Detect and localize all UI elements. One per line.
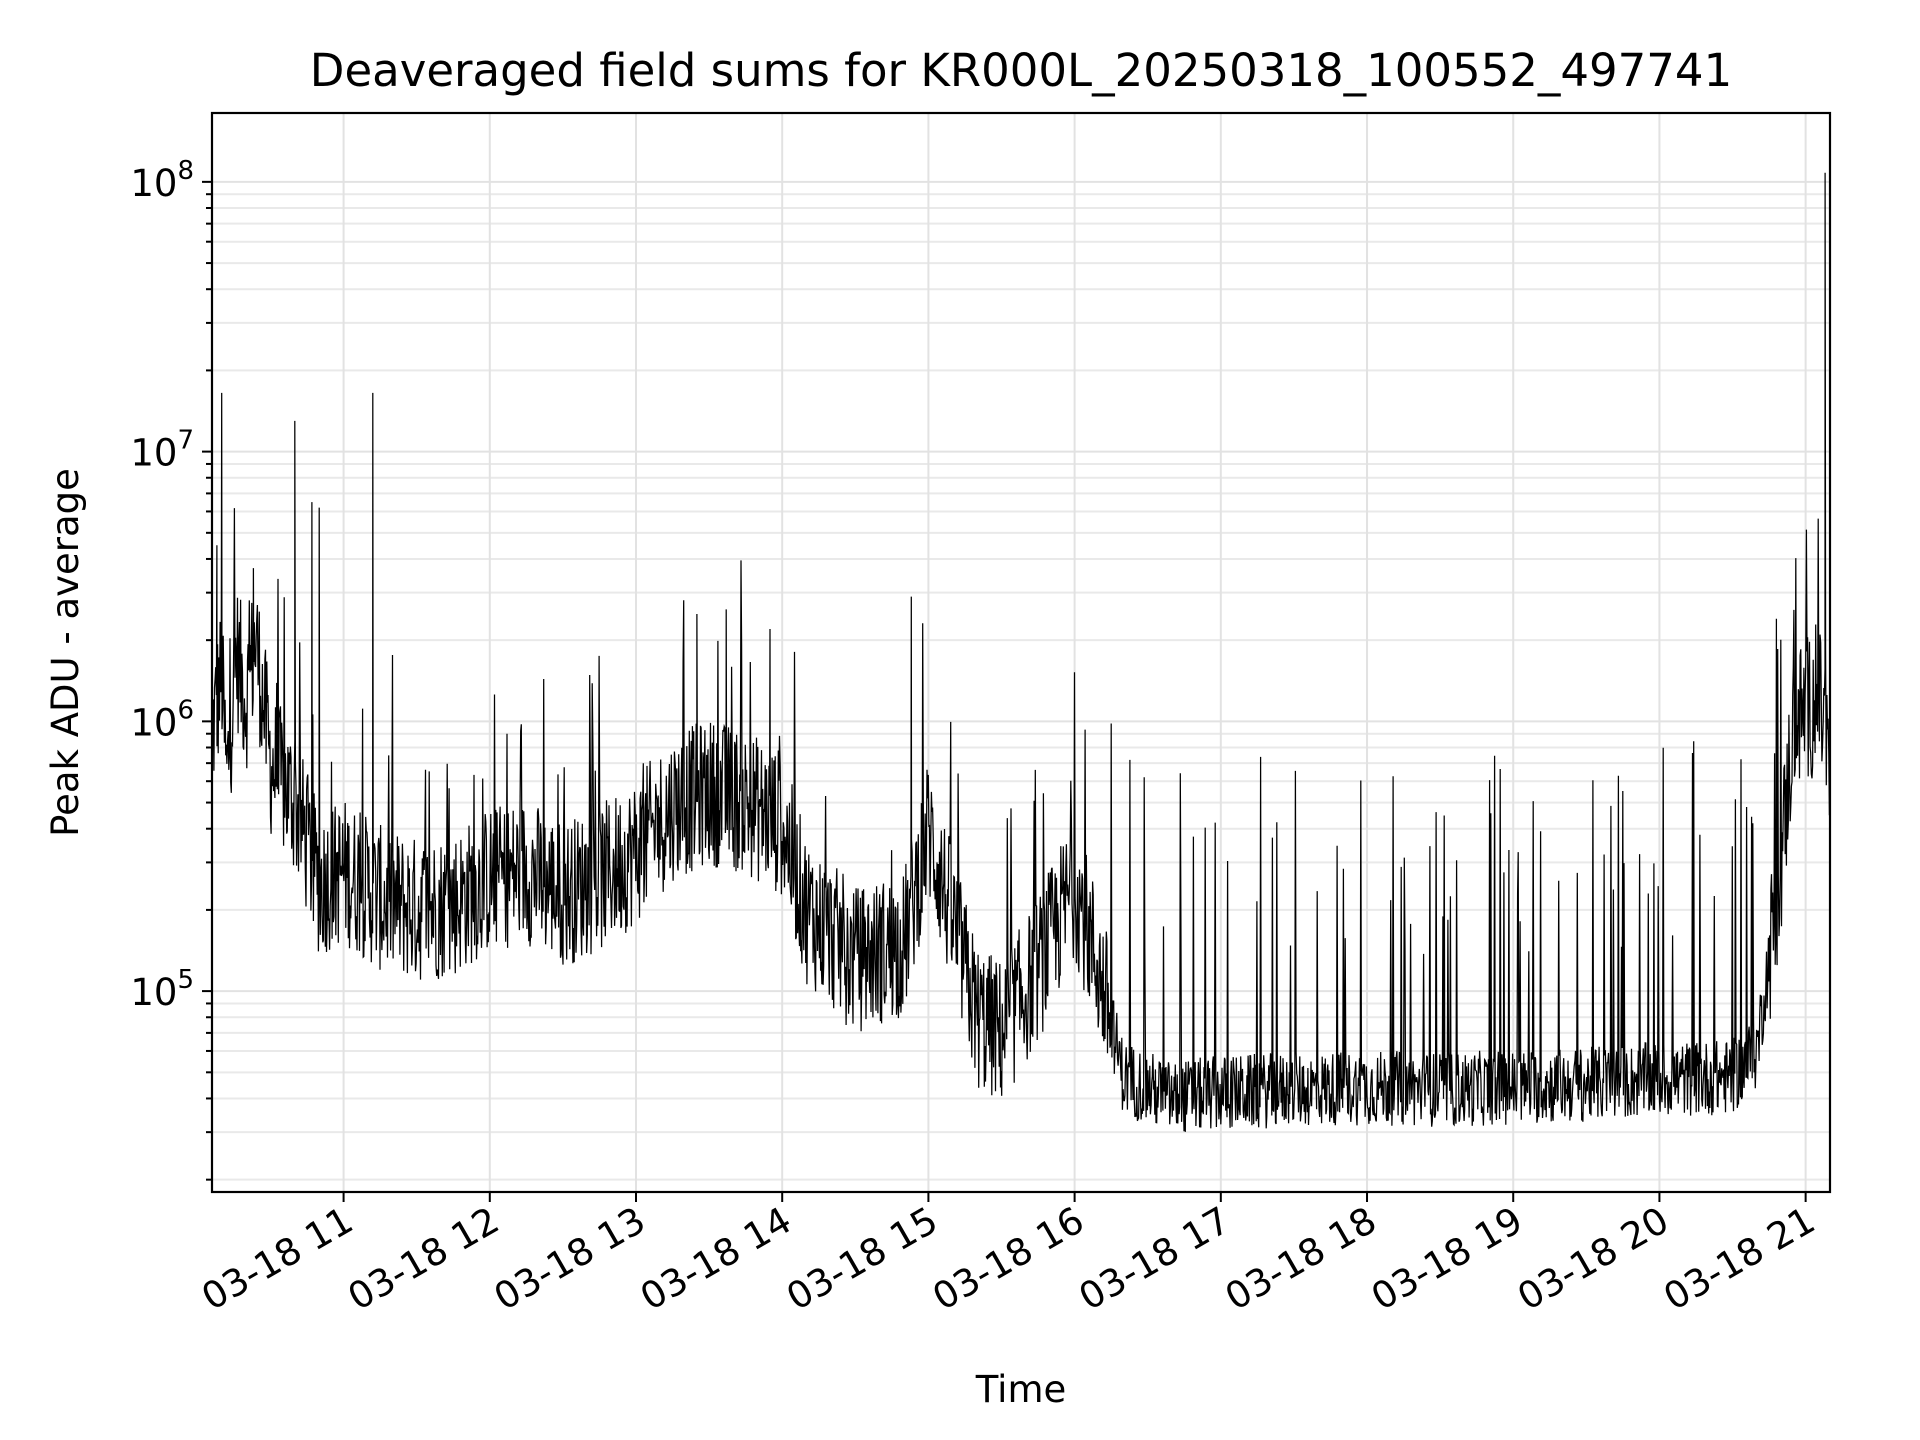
series-line <box>211 172 1831 1132</box>
grid <box>212 113 1830 1192</box>
x-tick-label: 03-18 21 <box>1657 1199 1823 1319</box>
x-axis-label: Time <box>975 1368 1067 1411</box>
x-tick-label: 03-18 20 <box>1510 1199 1676 1319</box>
series-layer <box>211 172 1831 1132</box>
x-tick-label: 03-18 12 <box>341 1199 507 1319</box>
y-axis-label: Peak ADU - average <box>44 468 87 837</box>
y-tick-label: 105 <box>130 965 194 1014</box>
y-tick-label: 108 <box>130 156 194 205</box>
x-tick-label: 03-18 17 <box>1072 1199 1238 1319</box>
x-tick-label: 03-18 13 <box>487 1199 653 1319</box>
y-tick-label: 107 <box>130 426 194 475</box>
x-tick-label: 03-18 14 <box>633 1199 799 1319</box>
y-tick-label: 106 <box>130 695 194 744</box>
plot-frame <box>210 111 1832 1194</box>
chart-title: Deaveraged field sums for KR000L_2025031… <box>310 44 1732 97</box>
x-tick-label: 03-18 16 <box>926 1199 1092 1319</box>
x-tick-label: 03-18 18 <box>1218 1199 1384 1319</box>
x-tick-label: 03-18 11 <box>195 1199 361 1319</box>
x-tick-label: 03-18 19 <box>1364 1199 1530 1319</box>
x-tick-label: 03-18 15 <box>779 1199 945 1319</box>
